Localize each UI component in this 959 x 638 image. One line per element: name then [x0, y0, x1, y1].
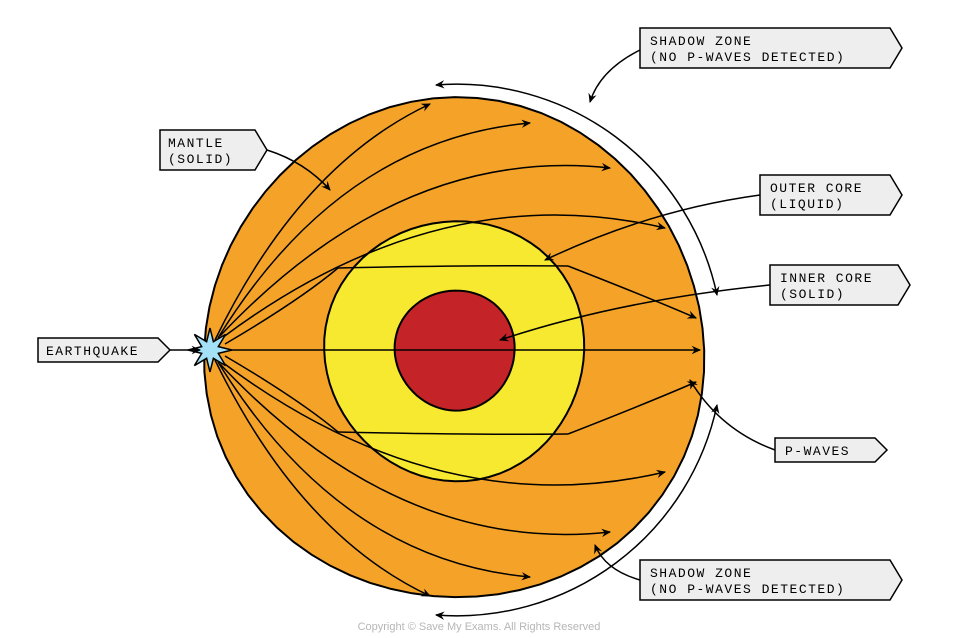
label-shadow-zone-top: SHADOW ZONE (NO P-WAVES DETECTED) [590, 28, 902, 102]
label-shadow-top-line1: SHADOW ZONE [650, 34, 752, 49]
label-earthquake: EARTHQUAKE [38, 338, 200, 362]
label-inner-core-line1: INNER CORE [780, 271, 873, 286]
label-shadow-bot-line1: SHADOW ZONE [650, 566, 752, 581]
label-outer-core-line2: (LIQUID) [770, 197, 844, 212]
label-earthquake-text: EARTHQUAKE [46, 344, 139, 359]
copyright-text: Copyright © Save My Exams. All Rights Re… [358, 621, 601, 633]
earth-pwave-diagram: EARTHQUAKE MANTLE (SOLID) SHADOW ZONE (N… [0, 0, 959, 638]
label-shadow-bot-line2: (NO P-WAVES DETECTED) [650, 582, 845, 597]
earth-layers [204, 97, 704, 597]
label-shadow-top-line2: (NO P-WAVES DETECTED) [650, 50, 845, 65]
label-outer-core-line1: OUTER CORE [770, 181, 863, 196]
label-mantle-line2: (SOLID) [168, 152, 233, 167]
label-inner-core-line2: (SOLID) [780, 287, 845, 302]
label-shadow-zone-bottom: SHADOW ZONE (NO P-WAVES DETECTED) [595, 545, 902, 600]
label-p-waves: P-WAVES [690, 380, 887, 462]
label-p-waves-text: P-WAVES [785, 444, 850, 459]
label-mantle-line1: MANTLE [168, 136, 224, 151]
